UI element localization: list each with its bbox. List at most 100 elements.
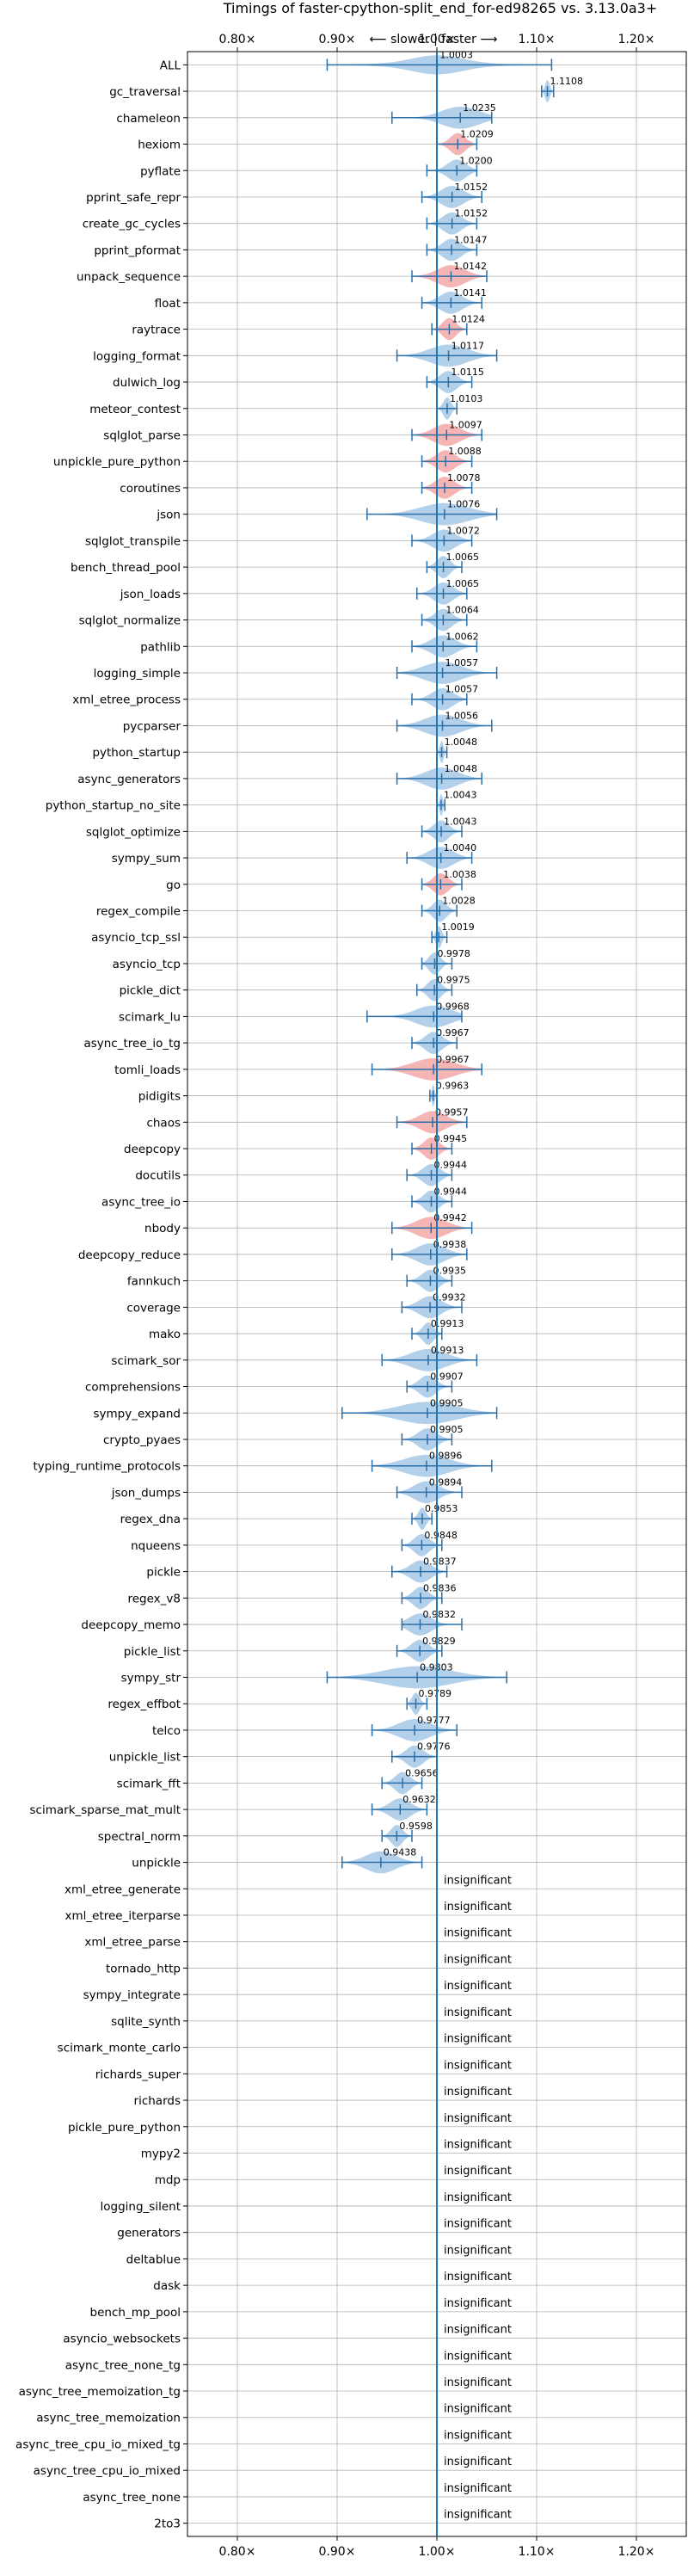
benchmark-label: create_gc_cycles bbox=[83, 218, 181, 231]
benchmark-label: regex_v8 bbox=[127, 1592, 181, 1605]
value-label: 1.0048 bbox=[445, 763, 478, 774]
value-label: 1.0062 bbox=[445, 631, 479, 642]
benchmark-label: asyncio_websockets bbox=[63, 2333, 181, 2346]
value-label: 1.0076 bbox=[447, 499, 481, 510]
benchmark-label: bench_thread_pool bbox=[71, 561, 181, 575]
value-label: 0.9776 bbox=[417, 1741, 451, 1753]
benchmark-label: docutils bbox=[135, 1169, 181, 1183]
value-label: 1.0003 bbox=[439, 49, 473, 60]
value-label: 1.0072 bbox=[446, 525, 480, 536]
benchmark-label: asyncio_tcp_ssl bbox=[91, 931, 181, 945]
value-label: 0.9656 bbox=[405, 1767, 439, 1778]
insignificant-label: insignificant bbox=[444, 2191, 512, 2204]
value-label: 1.0078 bbox=[447, 472, 481, 484]
insignificant-label: insignificant bbox=[444, 2271, 512, 2283]
benchmark-label: sympy_str bbox=[121, 1671, 181, 1685]
benchmark-label: ALL bbox=[160, 59, 181, 72]
benchmark-label: xml_etree_process bbox=[72, 693, 181, 707]
benchmark-label: async_tree_none bbox=[83, 2491, 181, 2505]
value-label: 1.0043 bbox=[444, 816, 477, 827]
value-label: 0.9978 bbox=[437, 948, 470, 959]
value-label: 1.0065 bbox=[446, 578, 480, 589]
value-label: 0.9913 bbox=[431, 1345, 464, 1356]
chart-title: Timings of faster-cpython-split_end_for-… bbox=[223, 0, 658, 17]
benchmark-label: generators bbox=[117, 2227, 181, 2240]
benchmark-label: meteor_contest bbox=[89, 403, 181, 416]
benchmark-labels: ALL gc_traversal chameleon hexiom pyflate ppr… bbox=[15, 59, 181, 2530]
value-label: 0.9632 bbox=[402, 1794, 436, 1805]
value-label: 1.0057 bbox=[445, 657, 479, 669]
insignificant-label: insignificant bbox=[444, 1927, 512, 1940]
benchmark-label: comprehensions bbox=[85, 1381, 181, 1395]
value-label: 0.9967 bbox=[436, 1054, 470, 1065]
benchmark-label: gc_traversal bbox=[109, 85, 181, 99]
insignificant-label: insignificant bbox=[444, 2456, 512, 2468]
insignificant-label: insignificant bbox=[444, 2139, 512, 2152]
benchmark-label: nqueens bbox=[131, 1539, 181, 1553]
benchmark-label: unpickle_pure_python bbox=[53, 455, 181, 469]
insignificant-label: insignificant bbox=[444, 1874, 512, 1887]
benchmark-label: mypy2 bbox=[141, 2148, 181, 2161]
benchmark-label: dask bbox=[153, 2279, 181, 2293]
benchmark-label: pidigits bbox=[138, 1090, 181, 1104]
benchmark-label: scimark_monte_carlo bbox=[58, 2042, 181, 2055]
value-label: 1.0141 bbox=[453, 287, 487, 299]
value-label: 0.9963 bbox=[436, 1081, 470, 1092]
benchmark-label: unpack_sequence bbox=[77, 270, 181, 284]
benchmark-label: logging_silent bbox=[101, 2200, 181, 2214]
benchmark-label: spectral_norm bbox=[98, 1830, 181, 1844]
benchmark-label: pickle_pure_python bbox=[68, 2121, 181, 2135]
benchmark-label: coroutines bbox=[120, 482, 181, 496]
benchmark-label: async_tree_memoization_tg bbox=[19, 2385, 181, 2399]
value-label: 0.9789 bbox=[419, 1688, 452, 1699]
value-label: 0.9777 bbox=[417, 1715, 450, 1726]
insignificant-label: insignificant bbox=[444, 2429, 512, 2442]
value-label: 0.9837 bbox=[423, 1556, 457, 1568]
insignificant-label: insignificant bbox=[444, 2324, 512, 2337]
benchmark-label: json_loads bbox=[120, 588, 181, 601]
value-label: 1.0147 bbox=[454, 234, 488, 245]
benchmark-label: telco bbox=[152, 1724, 181, 1738]
insignificant-label: insignificant bbox=[444, 2006, 512, 2019]
axes: 0.80× 0.80× 0.90× 0.90× 1.00× 1.00× 1.10× 1.10×… bbox=[183, 33, 687, 2559]
benchmark-label: deltablue bbox=[126, 2252, 181, 2266]
benchmark-label: scimark_sor bbox=[111, 1354, 181, 1368]
benchmark-label: pprint_safe_repr bbox=[86, 191, 181, 205]
benchmark-label: json_dumps bbox=[111, 1486, 181, 1500]
value-label: 1.0152 bbox=[455, 182, 488, 193]
benchmark-label: json bbox=[156, 508, 181, 522]
value-label: 0.9945 bbox=[434, 1133, 468, 1144]
benchmark-label: go bbox=[166, 878, 181, 892]
value-label: 1.0040 bbox=[444, 842, 477, 854]
benchmark-label: async_generators bbox=[77, 773, 181, 786]
insignificant-label: insignificant bbox=[444, 2509, 512, 2522]
value-label: 0.9944 bbox=[434, 1186, 468, 1197]
benchmark-label: pprint_pformat bbox=[94, 243, 181, 257]
x-tick-label-top: 1.20× bbox=[618, 33, 655, 46]
value-label: 1.0048 bbox=[445, 736, 478, 748]
benchmark-label: sympy_sum bbox=[112, 852, 181, 866]
value-label: 1.0056 bbox=[445, 710, 478, 721]
value-label: 0.9935 bbox=[433, 1266, 465, 1277]
x-tick-label-bottom: 0.90× bbox=[319, 2545, 356, 2559]
insignificant-label: insignificant bbox=[444, 2086, 512, 2098]
value-label: 0.9853 bbox=[425, 1503, 458, 1514]
value-label: 0.9905 bbox=[430, 1424, 463, 1435]
insignificant-label: insignificant bbox=[444, 2165, 512, 2178]
insignificant-label: insignificant bbox=[444, 2482, 512, 2495]
benchmark-label: mako bbox=[149, 1328, 181, 1341]
benchmark-label: scimark_fft bbox=[117, 1777, 181, 1790]
benchmark-label: hexiom bbox=[138, 139, 181, 152]
value-label: 1.0097 bbox=[449, 419, 482, 430]
benchmark-label: regex_effbot bbox=[108, 1698, 181, 1711]
benchmark-label: dulwich_log bbox=[113, 376, 181, 390]
benchmark-label: async_tree_io bbox=[101, 1195, 181, 1209]
value-label: 1.0028 bbox=[442, 896, 476, 907]
benchmark-label: pickle_dict bbox=[120, 984, 181, 998]
value-label: 1.0117 bbox=[452, 340, 485, 351]
benchmark-label: unpickle_list bbox=[109, 1751, 181, 1765]
value-label: 1.0200 bbox=[459, 155, 493, 166]
benchmark-label: sympy_integrate bbox=[83, 1988, 181, 2002]
value-label: 0.9905 bbox=[430, 1397, 463, 1408]
